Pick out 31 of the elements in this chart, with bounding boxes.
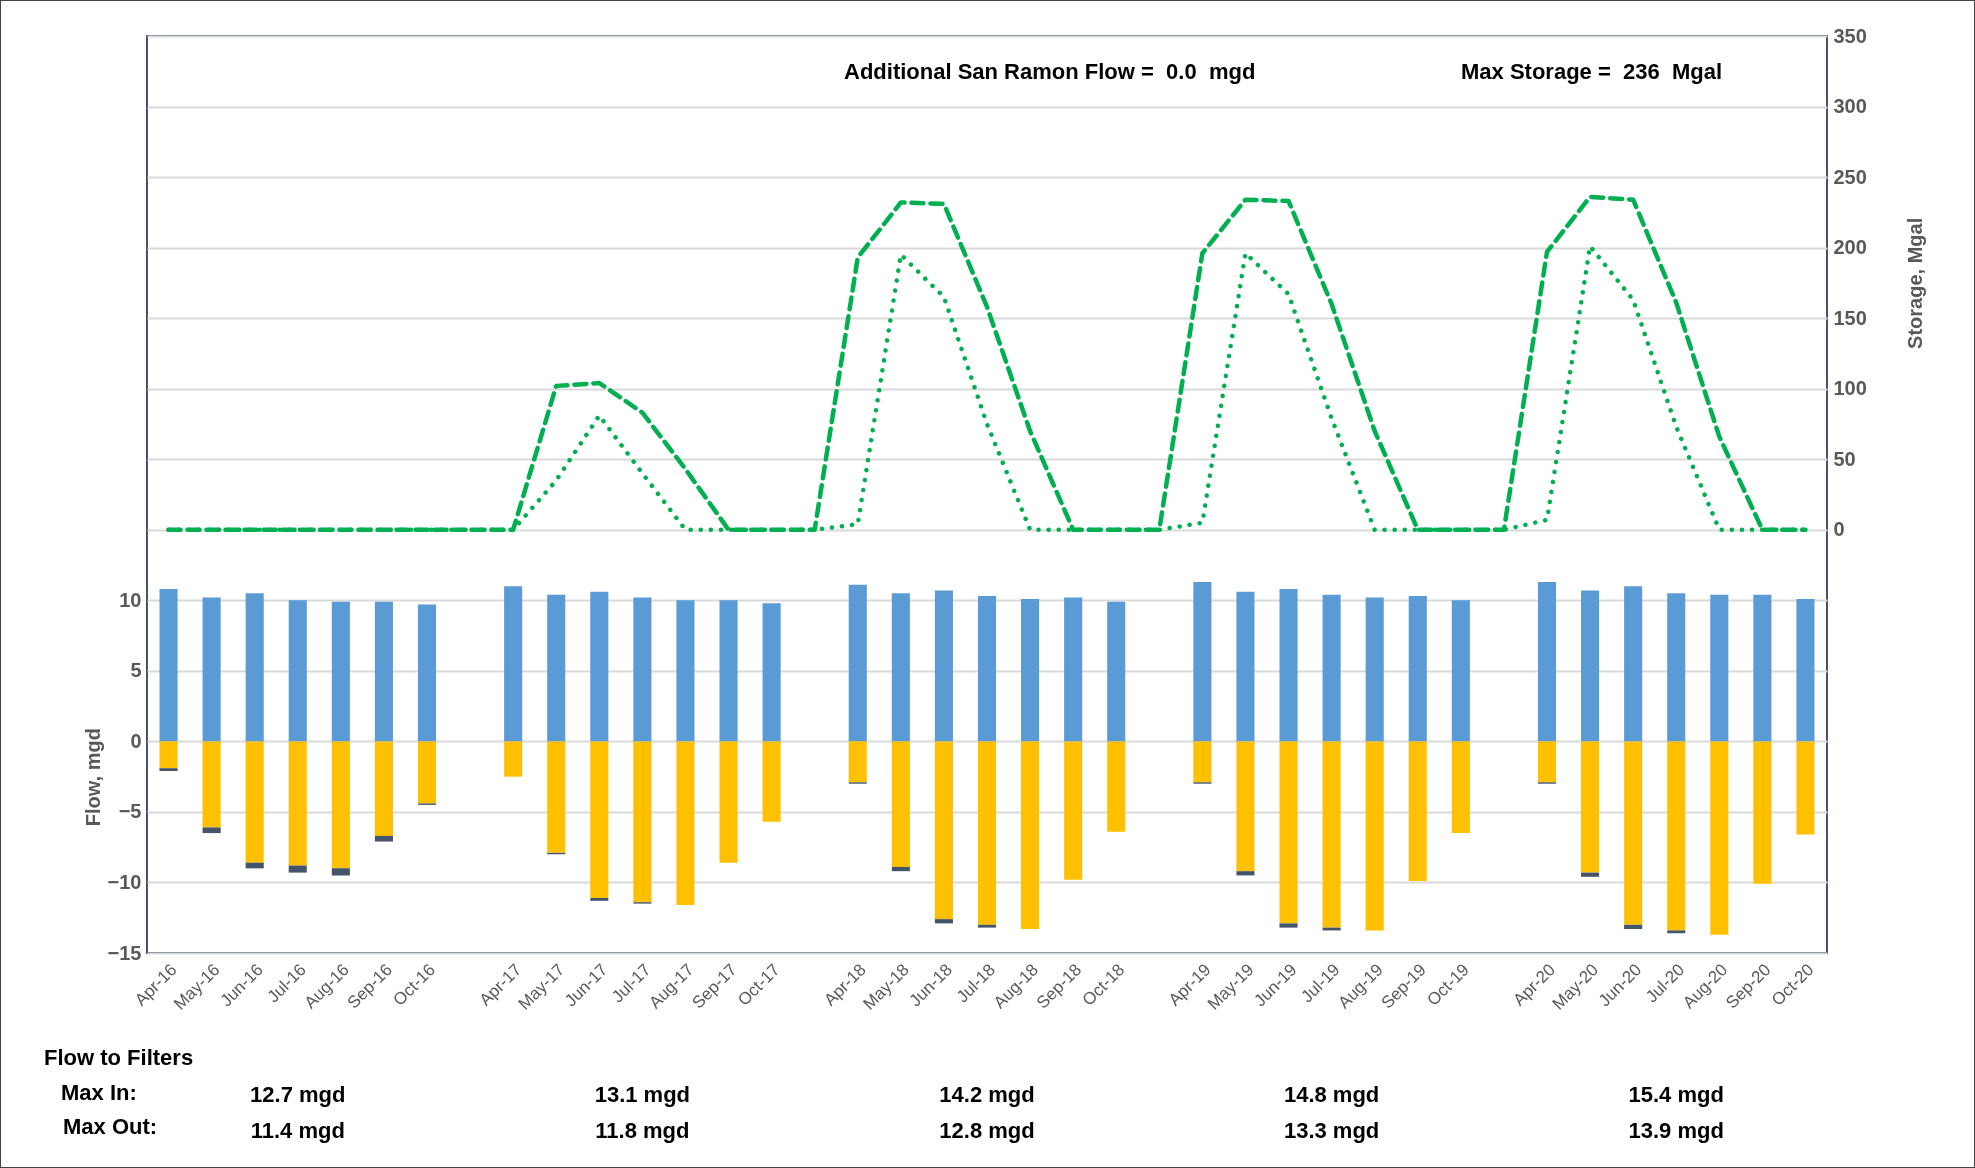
y2-tick-label: 50	[1833, 447, 1856, 470]
text: 12.8 mgd	[939, 1118, 1035, 1143]
y2-tick-label: 300	[1833, 95, 1867, 118]
text: 14.2 mgd	[939, 1082, 1035, 1107]
y-tick-label: 10	[119, 588, 142, 611]
y2-tick-label: 150	[1833, 306, 1867, 329]
text: 15.4 mgd	[1628, 1082, 1724, 1107]
y-tick-label: −5	[118, 800, 142, 823]
y2-tick-label: 250	[1833, 165, 1867, 188]
text: 12.7 mgd	[250, 1082, 346, 1107]
y2-axis-title: Storage, Mgal	[1903, 217, 1926, 349]
y2-tick-label: 200	[1833, 236, 1867, 259]
y2-tick-label: 350	[1833, 24, 1867, 47]
y-tick-label: −10	[107, 870, 142, 893]
text: 11.4 mgd	[250, 1118, 345, 1143]
text: Flow to Filters	[44, 1045, 194, 1070]
annotation: Additional San Ramon Flow = 0.0 mgd	[844, 59, 1256, 84]
text: 11.8 mgd	[595, 1118, 690, 1143]
text: Max In:	[61, 1080, 137, 1105]
text: 13.3 mgd	[1283, 1118, 1380, 1143]
y2-tick-label: 100	[1833, 377, 1867, 400]
y-axis-title: Flow, mgd	[81, 728, 104, 827]
text: 13.1 mgd	[594, 1082, 691, 1107]
text: Max Out:	[63, 1114, 158, 1139]
text: 14.8 mgd	[1283, 1082, 1380, 1107]
text: 13.9 mgd	[1628, 1118, 1724, 1143]
annotation: Max Storage = 236 Mgal	[1461, 59, 1723, 84]
y-tick-label: −15	[107, 941, 142, 964]
y-tick-label: 0	[130, 729, 142, 752]
y2-tick-label: 0	[1833, 518, 1845, 541]
y-tick-label: 5	[130, 659, 142, 682]
